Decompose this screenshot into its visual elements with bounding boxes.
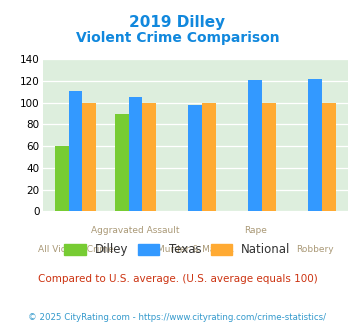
Text: Murder & Mans...: Murder & Mans...: [157, 245, 234, 253]
Bar: [115, 114, 129, 211]
Text: Robbery: Robbery: [296, 245, 334, 253]
Text: Rape: Rape: [244, 226, 267, 235]
Text: Aggravated Assault: Aggravated Assault: [91, 226, 180, 235]
Text: Compared to U.S. average. (U.S. average equals 100): Compared to U.S. average. (U.S. average …: [38, 274, 317, 284]
Text: Violent Crime Comparison: Violent Crime Comparison: [76, 31, 279, 45]
Legend: Dilley, Texas, National: Dilley, Texas, National: [60, 239, 295, 261]
Bar: [129, 97, 142, 211]
Bar: [248, 80, 262, 211]
Bar: [322, 103, 335, 211]
Bar: [308, 79, 322, 211]
Bar: [55, 146, 69, 211]
Bar: [142, 103, 156, 211]
Bar: [202, 103, 216, 211]
Bar: [262, 103, 276, 211]
Bar: [69, 91, 82, 211]
Text: All Violent Crime: All Violent Crime: [38, 245, 113, 253]
Bar: [82, 103, 96, 211]
Text: © 2025 CityRating.com - https://www.cityrating.com/crime-statistics/: © 2025 CityRating.com - https://www.city…: [28, 313, 327, 322]
Bar: [189, 105, 202, 211]
Text: 2019 Dilley: 2019 Dilley: [130, 15, 225, 30]
